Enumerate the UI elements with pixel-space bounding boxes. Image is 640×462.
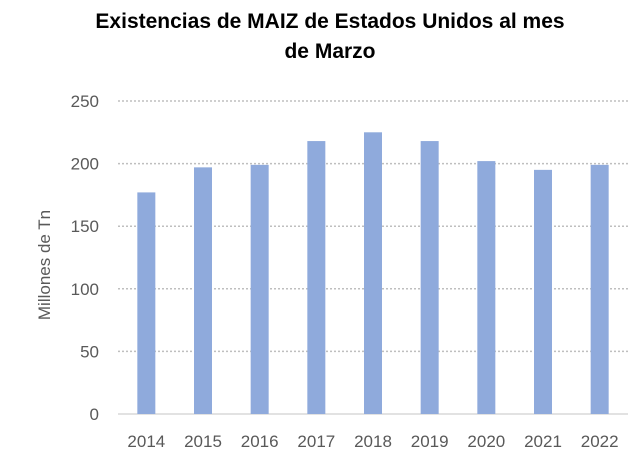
- bars: [137, 132, 609, 415]
- y-axis-ticks: 0 50 100 150 200 250: [71, 92, 99, 424]
- bar-2014: [137, 192, 156, 414]
- chart-title-line-2: de Marzo: [284, 40, 375, 63]
- y-tick-label: 0: [90, 405, 99, 424]
- chart-title-line-1: Existencias de MAIZ de Estados Unidos al…: [95, 10, 564, 33]
- bar-2020: [477, 161, 496, 414]
- x-tick-label: 2014: [127, 432, 165, 451]
- bar-2019: [420, 141, 439, 414]
- x-tick-label: 2020: [467, 432, 505, 451]
- bar-2017: [307, 141, 326, 414]
- x-tick-label: 2021: [524, 432, 562, 451]
- bar-2021: [534, 169, 552, 414]
- x-tick-label: 2022: [581, 432, 619, 451]
- y-tick-label: 50: [80, 342, 99, 361]
- x-tick-label: 2019: [411, 432, 449, 451]
- x-axis-ticks: 2014 2015 2016 2017 2018 2019 2020 2021 2022: [127, 432, 618, 451]
- y-tick-label: 250: [71, 92, 99, 111]
- bar-2015: [194, 167, 212, 414]
- x-tick-label: 2017: [297, 432, 335, 451]
- y-tick-label: 150: [71, 217, 99, 236]
- bar-2022: [590, 164, 609, 414]
- x-tick-label: 2018: [354, 432, 392, 451]
- y-axis-title: Millones de Tn: [35, 210, 54, 320]
- x-tick-label: 2015: [184, 432, 222, 451]
- bar-2016: [250, 164, 269, 414]
- x-tick-label: 2016: [241, 432, 279, 451]
- y-tick-label: 200: [71, 155, 99, 174]
- y-tick-label: 100: [71, 280, 99, 299]
- bar-2018: [364, 132, 382, 415]
